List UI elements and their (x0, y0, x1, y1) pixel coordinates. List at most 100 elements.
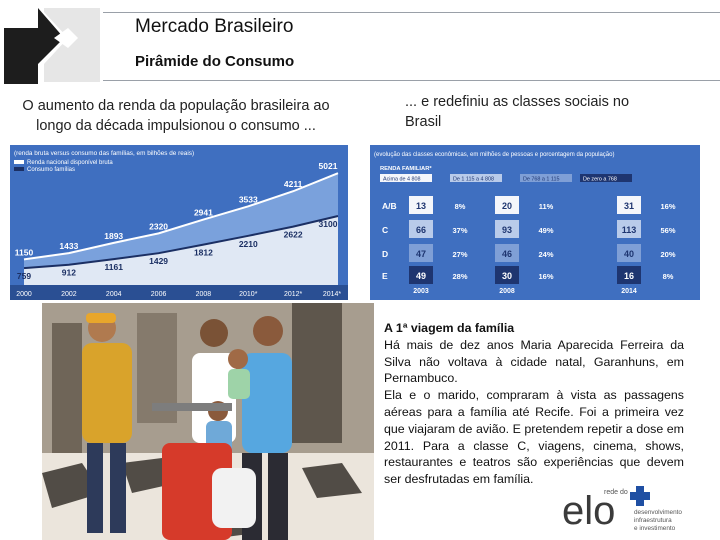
class-cell (409, 196, 433, 214)
year-label: 2008 (499, 288, 515, 295)
class-percent: 27% (452, 250, 467, 259)
legend-swatch (380, 174, 432, 182)
consumption-line (23, 215, 339, 270)
arrow-logo-icon (4, 8, 100, 84)
year-label: 2014 (621, 288, 637, 295)
income-data-label: 1433 (59, 241, 78, 251)
income-data-label: 1150 (15, 247, 34, 257)
brand-wordmark: elo (562, 489, 615, 533)
legend-label: De zero a 768 (583, 177, 617, 183)
brand-tagline-3: infraestrutura (634, 517, 672, 524)
chart-title: (evolução das classes econômicas, em mil… (374, 152, 614, 158)
class-percent: 49% (538, 226, 553, 235)
class-cell (617, 196, 641, 214)
class-percent: 16% (538, 272, 553, 281)
class-cell (495, 220, 519, 238)
legend-label: De 768 a 1 115 (523, 177, 559, 183)
family-airport-photo (42, 303, 374, 540)
class-count: 113 (622, 225, 637, 235)
legend-swatch (580, 174, 632, 182)
consumption-data-label: 912 (62, 268, 76, 278)
consumption-area (24, 215, 338, 285)
class-count: 20 (502, 201, 512, 211)
x-tick-label: 2012* (284, 291, 303, 298)
legend-label: De 1 115 a 4 808 (453, 177, 494, 183)
consumption-data-label: 1161 (104, 262, 123, 272)
income-data-label: 1893 (104, 231, 123, 241)
consumption-data-label: 2622 (284, 230, 303, 240)
consumption-data-label: 3100 (319, 219, 338, 229)
class-cell (409, 244, 433, 262)
page-title: Mercado Brasileiro (135, 16, 294, 37)
caption-left: O aumento da renda da população brasilei… (22, 98, 330, 134)
class-label: A/B (382, 201, 397, 211)
x-tick-label: 2004 (106, 291, 122, 298)
consumption-data-label: 1812 (194, 248, 213, 258)
consumption-data-label: 759 (17, 271, 31, 281)
class-label: C (382, 225, 388, 235)
class-count: 66 (416, 225, 426, 235)
income-line (23, 172, 339, 261)
class-count: 49 (416, 271, 426, 281)
class-percent: 8% (663, 272, 674, 281)
income-data-label: 5021 (319, 161, 338, 171)
class-count: 46 (502, 249, 512, 259)
class-cell (617, 266, 641, 284)
header-top-line (103, 12, 720, 13)
x-tick-label: 2006 (151, 291, 167, 298)
consumption-data-label: 2210 (239, 239, 258, 249)
class-count: 93 (502, 225, 512, 235)
x-axis-band (10, 285, 348, 300)
class-percent: 56% (660, 226, 675, 235)
legend-swatch (520, 174, 572, 182)
brand-tagline-1: rede do (604, 489, 628, 496)
brand-tagline-2: desenvolvimento (634, 509, 682, 516)
class-label: D (382, 249, 388, 259)
class-count: 13 (416, 201, 426, 211)
x-tick-label: 2014* (323, 291, 342, 298)
story-paragraph-1: Há mais de dez anos Maria Aparecida Ferr… (384, 337, 684, 386)
class-count: 16 (624, 271, 634, 281)
consumption-data-label: 1429 (149, 256, 168, 266)
year-label: 2003 (413, 288, 429, 295)
class-percent: 28% (452, 272, 467, 281)
class-cell (495, 196, 519, 214)
class-count: 40 (624, 249, 634, 259)
class-count: 47 (416, 249, 426, 259)
class-percent: 11% (539, 202, 554, 211)
class-cell (495, 266, 519, 284)
income-data-label: 4211 (284, 179, 303, 189)
x-tick-label: 2002 (61, 291, 77, 298)
story-paragraph-2: Ela e o marido, compraram à vista as pas… (384, 388, 684, 487)
income-data-label: 2941 (194, 208, 213, 218)
x-tick-label: 2010* (239, 291, 258, 298)
family-story: A 1ª viagem da família Há mais de dez an… (384, 320, 684, 488)
story-title: A 1ª viagem da família (384, 321, 515, 335)
class-percent: 20% (660, 250, 675, 259)
legend-swatch-income (14, 160, 24, 164)
class-cell (409, 266, 433, 284)
income-area (24, 173, 338, 269)
chart-title: (renda bruta versus consumo das famílias… (14, 150, 194, 157)
class-cell (409, 220, 433, 238)
legend-label-income: Renda nacional disponível bruta (27, 160, 113, 166)
caption-right: ... e redefiniu as classes sociais no Br… (405, 94, 630, 130)
class-count: 30 (502, 271, 512, 281)
brand-tagline-4: e investimento (634, 525, 676, 532)
class-percent: 24% (538, 250, 553, 259)
legend-label-consumption: Consumo famílias (27, 167, 75, 173)
class-label: E (382, 271, 388, 281)
legend-swatch (450, 174, 502, 182)
income-consumption-chart: (renda bruta versus consumo das famílias… (10, 145, 348, 300)
legend-title: RENDA FAMILIAR* (380, 166, 432, 172)
class-cell (617, 220, 641, 238)
income-data-label: 2320 (149, 221, 168, 231)
legend-swatch-consumption (14, 167, 24, 171)
class-cell (617, 244, 641, 262)
class-cell (495, 244, 519, 262)
social-classes-table-chart: (evolução das classes econômicas, em mil… (370, 145, 700, 300)
x-tick-label: 2000 (16, 291, 32, 298)
class-percent: 37% (452, 226, 467, 235)
class-percent: 16% (660, 202, 675, 211)
class-count: 31 (624, 201, 634, 211)
